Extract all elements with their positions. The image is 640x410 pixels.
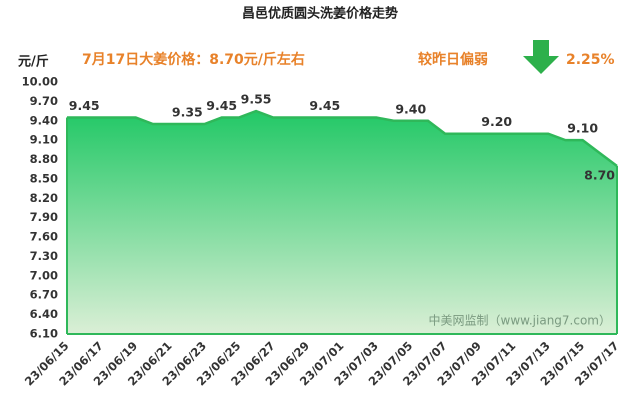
value-label: 9.40	[395, 101, 426, 116]
y-axis-label: 元/斤	[18, 54, 49, 70]
y-tick-label: 10.00	[22, 75, 58, 89]
y-tick-label: 8.80	[30, 152, 58, 166]
y-tick-label: 7.30	[30, 249, 58, 263]
value-label: 8.70	[584, 168, 615, 183]
y-tick-label: 9.70	[30, 94, 58, 108]
area	[67, 111, 617, 334]
value-label: 9.45	[206, 98, 237, 113]
y-tick-label: 9.10	[30, 133, 58, 147]
y-tick-label: 6.10	[30, 327, 58, 341]
annotation: 2.25%	[566, 52, 615, 68]
value-label: 9.10	[567, 121, 598, 136]
y-tick-label: 7.60	[30, 230, 58, 244]
y-tick-label: 8.20	[30, 191, 58, 205]
down-arrow	[523, 40, 559, 74]
line	[67, 109, 618, 167]
watermark: 中美网监制（www.jiang7.com）	[429, 313, 611, 328]
y-tick-label: 6.70	[30, 288, 58, 302]
y-tick-label: 7.00	[30, 268, 58, 282]
annotation: 较昨日偏弱	[418, 51, 488, 68]
chart-title: 昌邑优质圆头洗姜价格走势	[242, 6, 398, 22]
value-label: 9.55	[241, 92, 272, 107]
value-label: 9.45	[69, 98, 100, 113]
y-tick-label: 6.40	[30, 307, 58, 321]
y-tick-label: 8.50	[30, 171, 58, 185]
y-tick-label: 9.40	[30, 113, 58, 127]
value-label: 9.45	[309, 98, 340, 113]
value-label: 9.20	[481, 114, 512, 129]
y-tick-label: 7.90	[30, 210, 58, 224]
value-label: 9.35	[172, 105, 203, 120]
annotation: 7月17日大姜价格：8.70元/斤左右	[82, 51, 305, 68]
